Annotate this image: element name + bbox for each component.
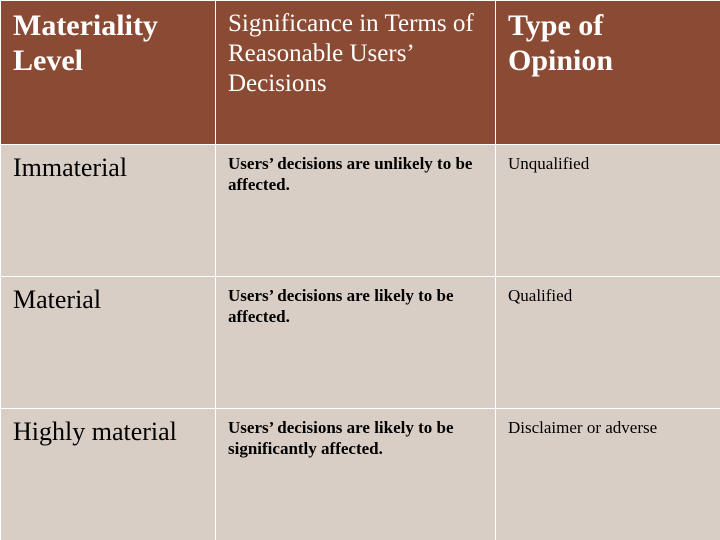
- cell-level: Immaterial: [1, 145, 216, 277]
- cell-opinion: Disclaimer or adverse: [496, 409, 720, 540]
- cell-significance: Users’ decisions are likely to be signif…: [216, 409, 496, 540]
- table-header-row: Materiality Level Significance in Terms …: [1, 1, 720, 145]
- cell-level: Material: [1, 277, 216, 409]
- cell-level: Highly material: [1, 409, 216, 540]
- table-row: Immaterial Users’ decisions are unlikely…: [1, 145, 720, 277]
- cell-significance: Users’ decisions are unlikely to be affe…: [216, 145, 496, 277]
- col-header-materiality-level: Materiality Level: [1, 1, 216, 145]
- table-row: Highly material Users’ decisions are lik…: [1, 409, 720, 540]
- cell-opinion: Unqualified: [496, 145, 720, 277]
- slide: Materiality Level Significance in Terms …: [0, 0, 720, 540]
- col-header-opinion: Type of Opinion: [496, 1, 720, 145]
- materiality-table: Materiality Level Significance in Terms …: [0, 0, 720, 540]
- table-row: Material Users’ decisions are likely to …: [1, 277, 720, 409]
- cell-opinion: Qualified: [496, 277, 720, 409]
- cell-significance: Users’ decisions are likely to be affect…: [216, 277, 496, 409]
- col-header-significance: Significance in Terms of Reasonable User…: [216, 1, 496, 145]
